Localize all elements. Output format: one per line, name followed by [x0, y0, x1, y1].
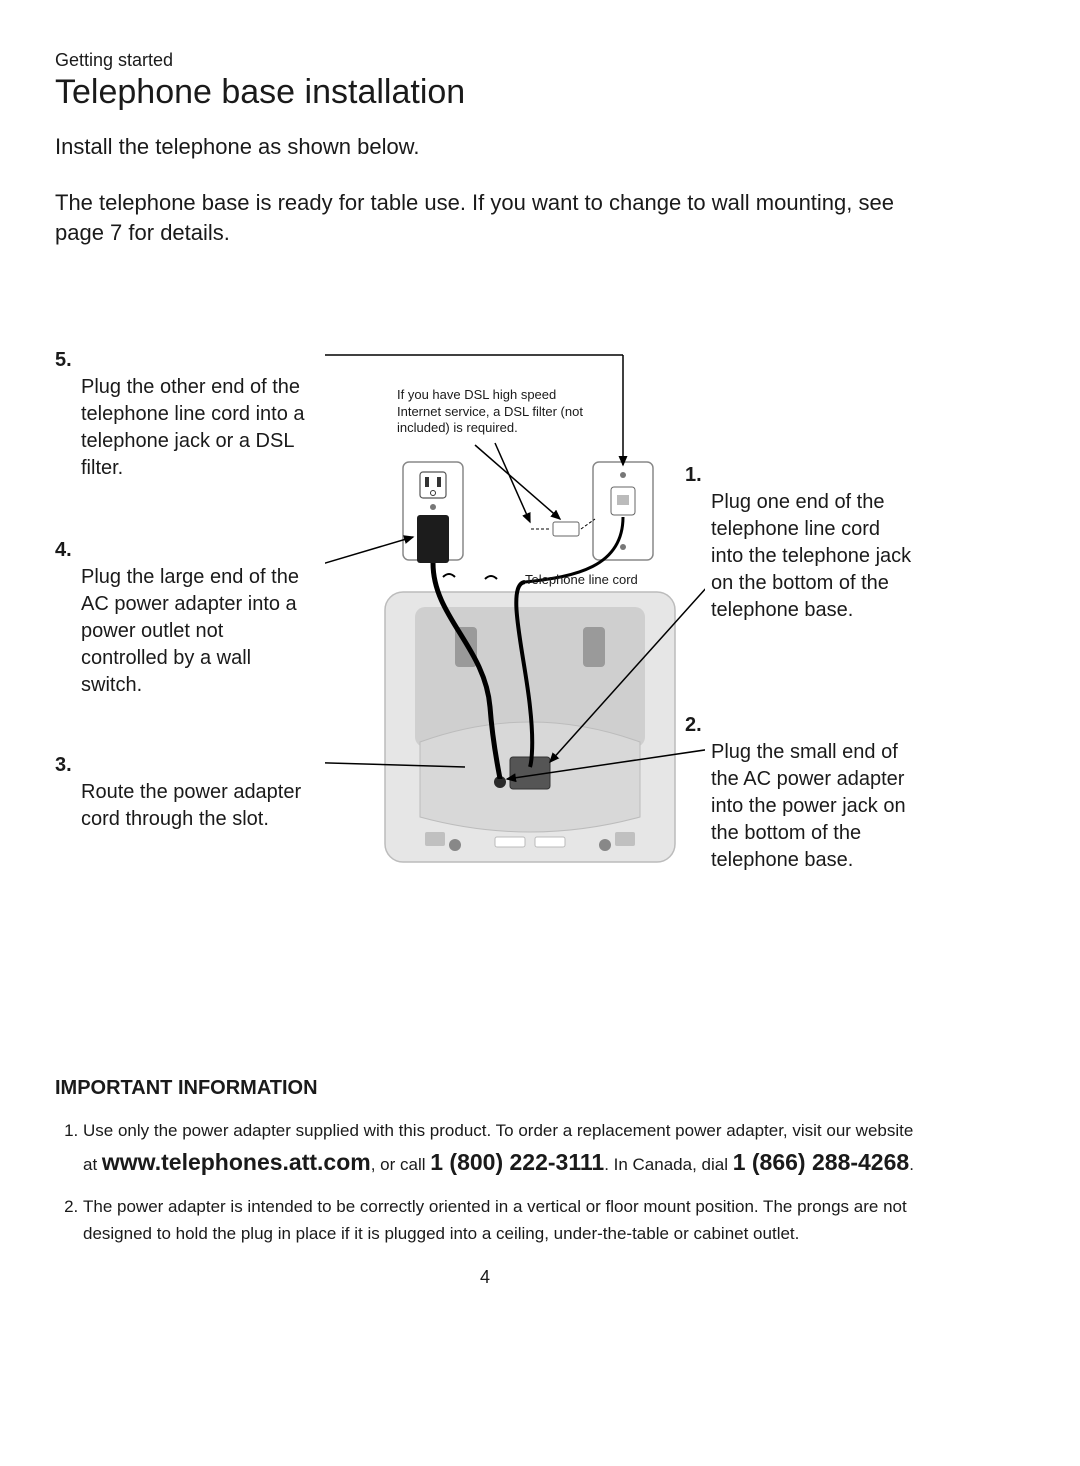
info-item-1: Use only the power adapter supplied with…	[83, 1118, 915, 1180]
info1-part-d: .	[909, 1155, 914, 1174]
info1-part-b: , or call	[371, 1155, 431, 1174]
step-4-body: Plug the large end of the AC power adapt…	[55, 564, 305, 699]
outlet-socket-icon	[420, 472, 446, 498]
breadcrumb: Getting started	[55, 50, 915, 71]
important-info-heading: IMPORTANT INFORMATION	[55, 1077, 915, 1100]
installation-diagram: 5. Plug the other end of the telephone l…	[55, 347, 915, 957]
step-1-body: Plug one end of the telephone line cord …	[685, 489, 915, 624]
info1-phone1: 1 (800) 222-3111	[430, 1149, 604, 1175]
step-5-body: Plug the other end of the telephone line…	[55, 374, 305, 482]
step-3: 3. Route the power adapter cord through …	[55, 752, 305, 833]
outlet-screw-icon	[430, 504, 436, 510]
step-2: 2. Plug the small end of the AC power ad…	[685, 712, 915, 874]
step-4-num: 4.	[55, 537, 77, 564]
info1-part-c: . In Canada, dial	[604, 1155, 733, 1174]
step-5: 5. Plug the other end of the telephone l…	[55, 347, 305, 482]
page-number: 4	[55, 1267, 915, 1288]
info-item-2: The power adapter is intended to be corr…	[83, 1194, 915, 1247]
page-title: Telephone base installation	[55, 73, 915, 112]
info1-website: www.telephones.att.com	[102, 1149, 371, 1175]
step-3-num: 3.	[55, 752, 77, 779]
info1-phone2: 1 (866) 288-4268	[733, 1149, 909, 1175]
diagram-illustration: If you have DSL high speed Internet serv…	[325, 347, 705, 907]
step-5-num: 5.	[55, 347, 77, 374]
step-2-body: Plug the small end of the AC power adapt…	[685, 739, 915, 874]
power-adapter-icon	[417, 515, 449, 563]
telephone-line-cord-label: Telephone line cord	[525, 572, 638, 587]
intro-line-1: Install the telephone as shown below.	[55, 134, 915, 160]
step-1: 1. Plug one end of the telephone line co…	[685, 462, 915, 624]
dsl-filter-icon	[553, 522, 579, 536]
step-4: 4. Plug the large end of the AC power ad…	[55, 537, 305, 699]
dsl-note: If you have DSL high speed Internet serv…	[397, 387, 587, 436]
step-3-body: Route the power adapter cord through the…	[55, 779, 305, 833]
intro-line-2: The telephone base is ready for table us…	[55, 188, 915, 247]
important-info-list: Use only the power adapter supplied with…	[55, 1118, 915, 1247]
